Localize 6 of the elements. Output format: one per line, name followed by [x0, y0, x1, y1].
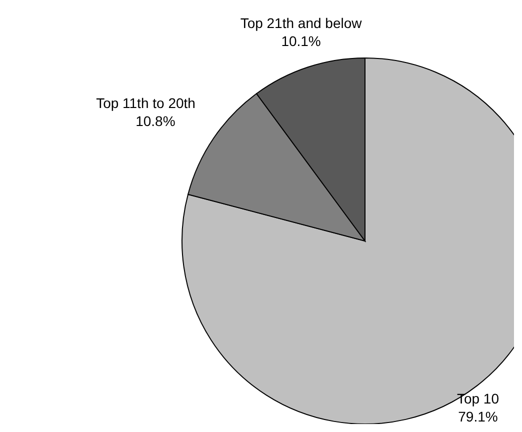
data-label: 10.1% [281, 33, 321, 50]
slice-label: Top 11th to 20th [96, 94, 196, 111]
data-label: 79.1% [458, 408, 498, 424]
data-label: 10.8% [136, 112, 176, 129]
slice-label: Top 10 [456, 390, 500, 406]
slice-label: Top 21th and below [240, 15, 363, 32]
